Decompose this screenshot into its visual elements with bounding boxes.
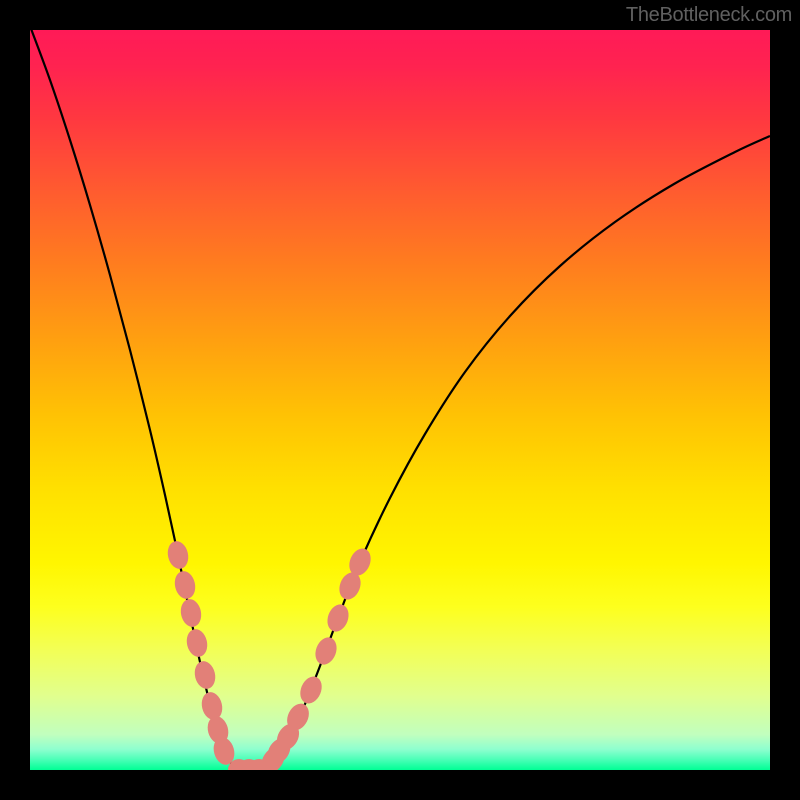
bottleneck-chart (0, 0, 800, 800)
watermark-text: TheBottleneck.com (626, 4, 792, 27)
plot-background (30, 30, 770, 770)
